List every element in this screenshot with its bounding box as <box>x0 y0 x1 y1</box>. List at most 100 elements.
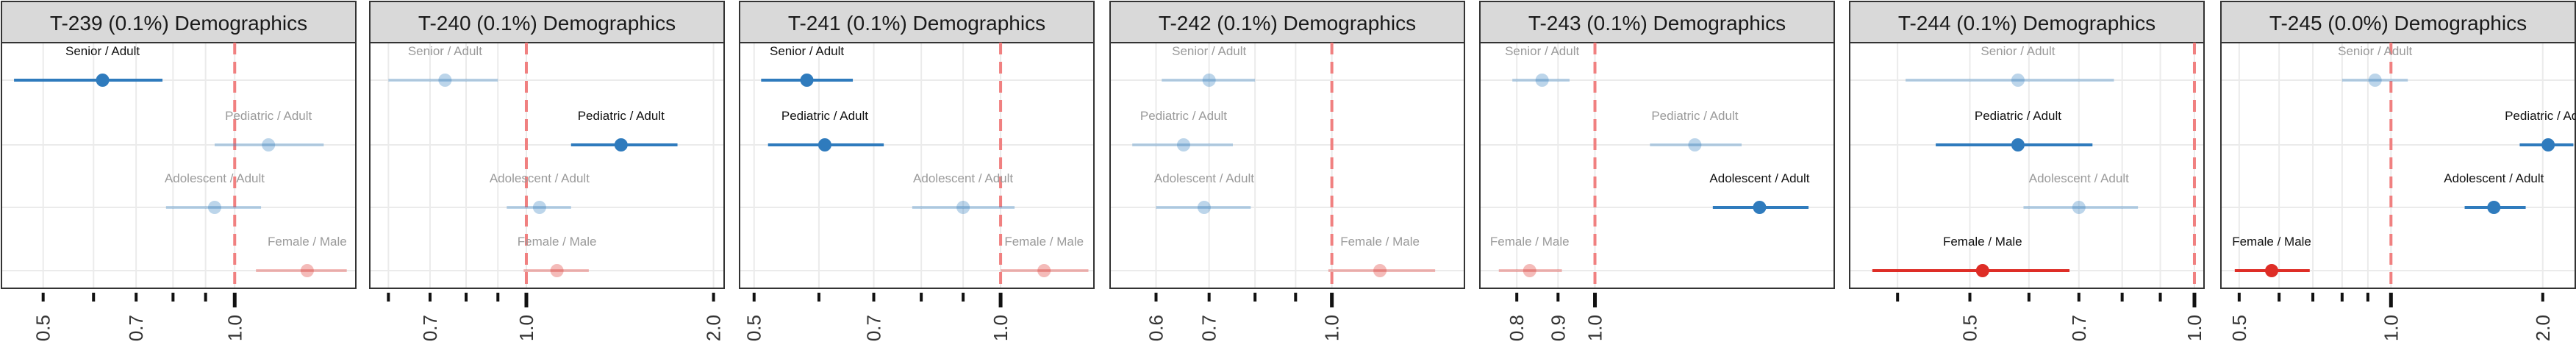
plot-area <box>2220 42 2576 289</box>
facet-strip <box>1109 1 1465 43</box>
estimate-label: Pediatric / Adult <box>2505 109 2576 123</box>
estimate-row-3: Adolescent / Adult <box>490 171 590 214</box>
facet-panel-1: T-239 (0.1%) Demographics Senior / Adult P… <box>1 1 357 341</box>
estimate-label: Senior / Adult <box>1981 44 2055 58</box>
estimate-row-4: Female / Male <box>1001 235 1089 277</box>
point-estimate <box>300 264 314 277</box>
facet-strip <box>1 1 357 43</box>
estimate-label: Pediatric / Adult <box>1140 109 1227 123</box>
estimate-row-4: Female / Male <box>518 235 596 277</box>
x-tick-label: 1.0 <box>2183 315 2205 341</box>
point-estimate <box>1523 264 1536 277</box>
x-tick-label: 1.0 <box>2380 315 2402 341</box>
facet-panel-4: T-242 (0.1%) Demographics Senior / Adult P… <box>1109 1 1465 341</box>
point-estimate <box>2011 74 2025 87</box>
facet-title: T-239 (0.1%) Demographics <box>50 12 307 35</box>
facet-panel-2: T-240 (0.1%) Demographics Senior / Adult P… <box>369 1 725 341</box>
estimate-label: Adolescent / Adult <box>913 171 1013 185</box>
point-estimate <box>1975 264 1989 277</box>
facet-strip <box>739 1 1095 43</box>
estimate-label: Senior / Adult <box>408 44 482 58</box>
estimate-label: Senior / Adult <box>1505 44 1579 58</box>
estimate-row-3: Adolescent / Adult <box>912 171 1015 214</box>
facet-panel-6: T-244 (0.1%) Demographics Senior / Adult P… <box>1849 1 2205 341</box>
point-estimate <box>956 201 970 214</box>
x-tick-label: 0.7 <box>2068 315 2090 341</box>
plot-area <box>1849 42 2205 289</box>
x-tick-label: 0.7 <box>419 315 441 341</box>
estimate-row-2: Pediatric / Adult <box>1936 109 2093 151</box>
estimate-label: Adolescent / Adult <box>1154 171 1254 185</box>
x-tick-label: 0.7 <box>863 315 885 341</box>
estimate-label: Adolescent / Adult <box>2444 171 2544 185</box>
facet-title: T-244 (0.1%) Demographics <box>1898 12 2155 35</box>
estimate-label: Female / Male <box>2232 235 2311 249</box>
estimate-label: Adolescent / Adult <box>1709 171 1809 185</box>
point-estimate <box>438 74 452 87</box>
point-estimate <box>1373 264 1387 277</box>
plot-area <box>1 42 357 289</box>
estimate-label: Senior / Adult <box>2338 44 2412 58</box>
facet-title: T-240 (0.1%) Demographics <box>418 12 676 35</box>
x-tick-label: 2.0 <box>703 315 725 341</box>
estimate-label: Pediatric / Adult <box>781 109 868 123</box>
estimate-label: Female / Male <box>1943 235 2022 249</box>
x-tick-label: 2.0 <box>2532 315 2554 341</box>
facet-title: T-241 (0.1%) Demographics <box>788 12 1045 35</box>
point-estimate <box>2368 74 2382 87</box>
facet-strip <box>1849 1 2205 43</box>
estimate-row-2: Pediatric / Adult <box>2505 109 2576 151</box>
estimate-label: Female / Male <box>1490 235 1570 249</box>
point-estimate <box>1688 138 1702 151</box>
x-tick-label: 0.9 <box>1547 315 1569 341</box>
x-tick-label: 0.6 <box>1145 315 1167 341</box>
point-estimate <box>96 74 110 87</box>
estimate-label: Senior / Adult <box>1172 44 1246 58</box>
x-tick-label: 0.7 <box>125 315 147 341</box>
facet-strip <box>1479 1 1835 43</box>
point-estimate <box>2541 138 2555 151</box>
point-estimate <box>614 138 628 151</box>
point-estimate <box>550 264 564 277</box>
x-tick-label: 0.5 <box>2228 315 2250 341</box>
x-tick-label: 0.5 <box>1959 315 1981 341</box>
point-estimate <box>1535 74 1549 87</box>
estimate-label: Pediatric / Adult <box>1651 109 1738 123</box>
estimate-label: Adolescent / Adult <box>2029 171 2129 185</box>
estimate-label: Pediatric / Adult <box>225 109 312 123</box>
facet-panel-7: T-245 (0.0%) Demographics Senior / Adult P… <box>2220 1 2576 341</box>
facet-strip <box>2220 1 2576 43</box>
estimate-row-2: Pediatric / Adult <box>768 109 884 151</box>
estimate-row-1: Senior / Adult <box>2338 44 2413 87</box>
estimate-row-1: Senior / Adult <box>1906 44 2114 87</box>
plot-area <box>1109 42 1465 289</box>
x-tick-label: 1.0 <box>1321 315 1343 341</box>
estimate-row-2: Pediatric / Adult <box>214 109 324 151</box>
estimate-row-4: Female / Male <box>1328 235 1436 277</box>
facet-title: T-243 (0.1%) Demographics <box>1528 12 1786 35</box>
estimate-row-2: Pediatric / Adult <box>1132 109 1233 151</box>
estimate-row-1: Senior / Adult <box>1162 44 1256 87</box>
estimate-label: Senior / Adult <box>65 44 140 58</box>
estimate-row-3: Adolescent / Adult <box>2023 171 2139 214</box>
x-tick-label: 0.8 <box>1506 315 1528 341</box>
point-estimate <box>2011 138 2025 151</box>
point-estimate <box>1037 264 1051 277</box>
estimate-row-1: Senior / Adult <box>761 44 854 87</box>
estimate-row-4: Female / Male <box>1490 235 1570 277</box>
estimate-row-2: Pediatric / Adult <box>570 109 678 151</box>
point-estimate <box>207 201 221 214</box>
plot-area <box>1479 42 1835 289</box>
estimate-row-3: Adolescent / Adult <box>165 171 265 214</box>
point-estimate <box>2487 201 2501 214</box>
point-estimate <box>1753 201 1767 214</box>
plot-area <box>369 42 725 289</box>
estimate-label: Female / Male <box>1004 235 1084 249</box>
point-estimate <box>2265 264 2279 277</box>
x-tick-label: 1.0 <box>990 315 1012 341</box>
point-estimate <box>1202 74 1216 87</box>
x-tick-label: 0.5 <box>743 315 765 341</box>
point-estimate <box>532 201 546 214</box>
estimate-row-4: Female / Male <box>256 235 347 277</box>
point-estimate <box>1176 138 1190 151</box>
